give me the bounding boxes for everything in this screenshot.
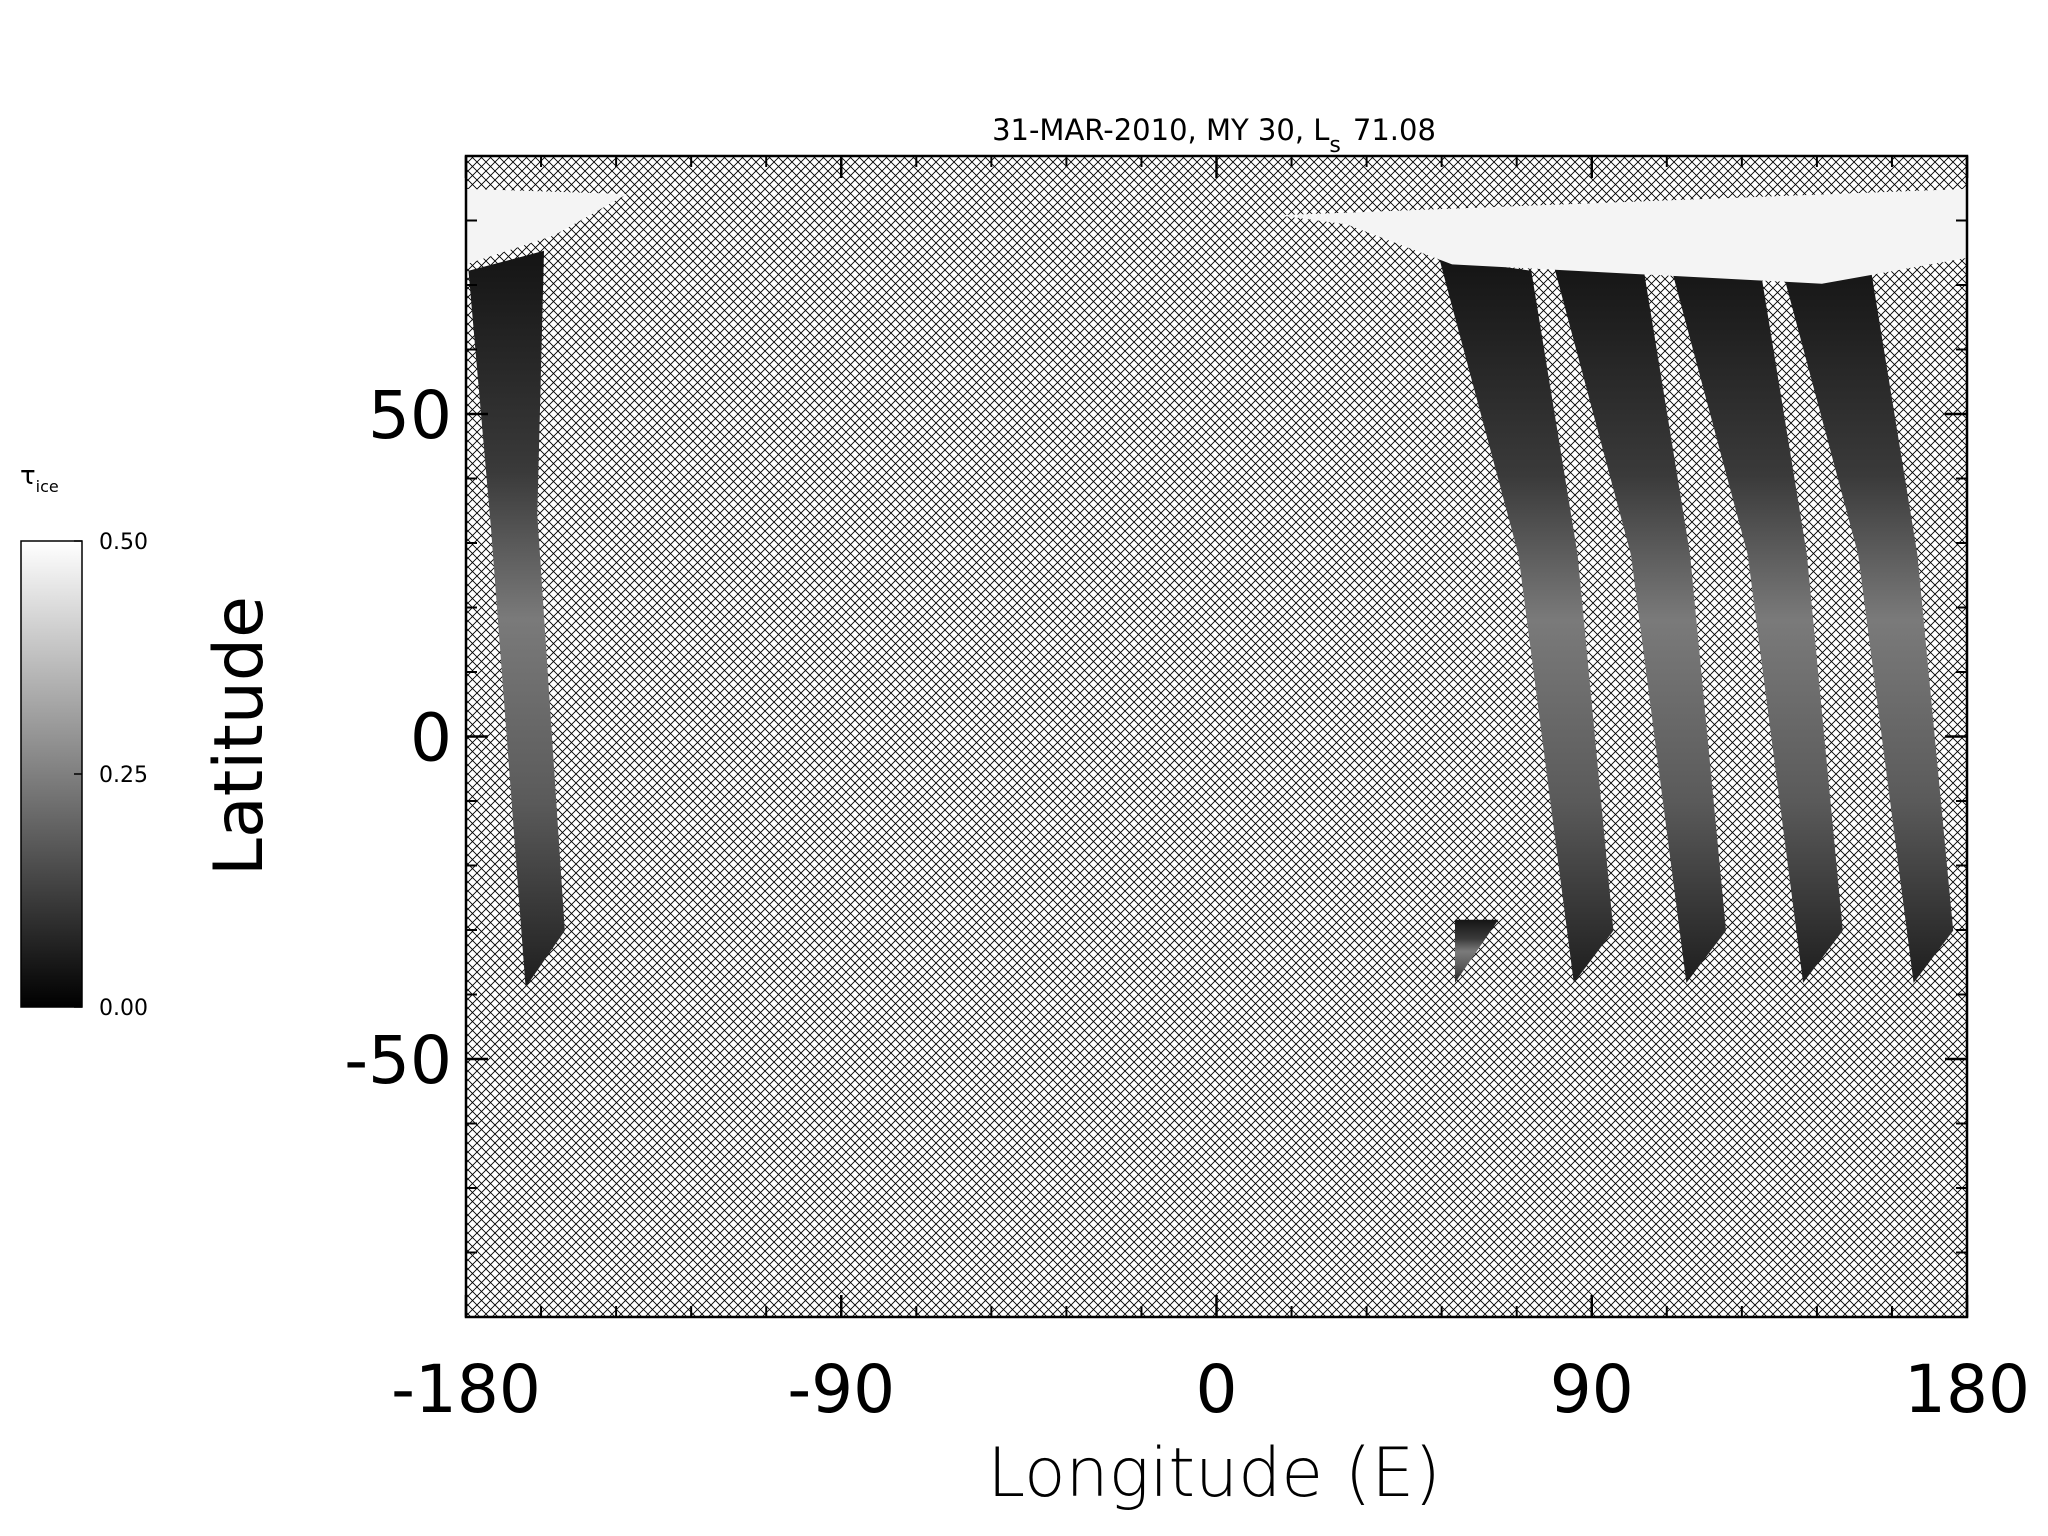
title-subscript: s (1329, 133, 1340, 158)
y-tick-label: -50 (344, 1022, 452, 1099)
colorbar-tick-label: 0.50 (99, 530, 148, 555)
polar-cap (466, 188, 627, 265)
colorbar-symbol: τ (20, 461, 36, 491)
swath (468, 250, 565, 988)
x-axis-label: Longitude (E) (987, 1434, 1441, 1513)
x-tick-label: 180 (1904, 1351, 2030, 1428)
colorbar-tick-label: 0.00 (99, 996, 148, 1021)
x-tick-label: -90 (787, 1351, 895, 1428)
polar-cap (1277, 188, 1967, 284)
x-tick-label: 0 (1196, 1351, 1238, 1428)
colorbar-tick-label: 0.25 (99, 763, 148, 788)
y-axis-label: Latitude (200, 596, 279, 876)
x-tick-label: -180 (391, 1351, 541, 1428)
swath (1668, 257, 1843, 983)
colorbar-subscript: ice (36, 477, 59, 496)
swath (1779, 257, 1954, 983)
colorbar (20, 540, 83, 1008)
colorbar-label: τice (20, 461, 59, 496)
chart-title: 31-MAR-2010, MY 30, Ls 71.08 (992, 113, 1436, 158)
swath (1455, 919, 1499, 983)
swath (1551, 257, 1726, 983)
title-suffix: 71.08 (1353, 113, 1436, 147)
title-main: 31-MAR-2010, MY 30, L (992, 113, 1329, 147)
swath (1439, 257, 1614, 983)
y-tick-label: 0 (410, 700, 452, 777)
y-tick-label: 50 (368, 377, 452, 454)
x-tick-label: 90 (1550, 1351, 1634, 1428)
